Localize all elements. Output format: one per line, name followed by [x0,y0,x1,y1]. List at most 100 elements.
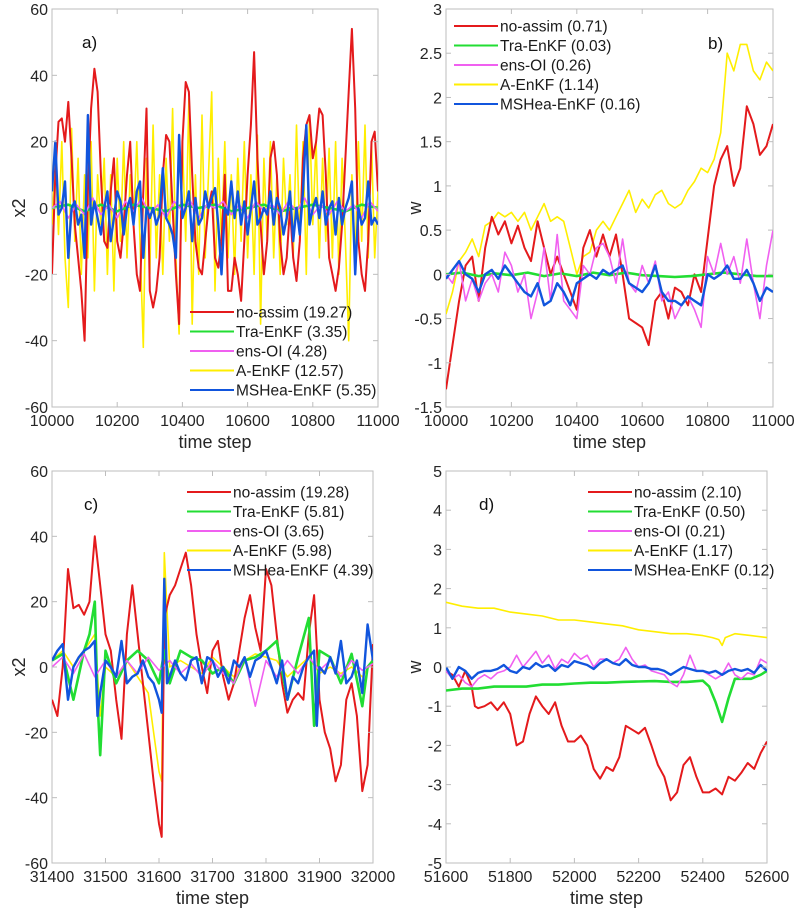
series-line-a-enkf [52,91,378,349]
x-axis-label: time step [570,888,643,908]
y-tick-label: -20 [25,267,48,284]
series-line-no-assim [446,669,767,802]
y-tick-label: 40 [30,529,48,546]
y-tick-label: -1 [428,699,442,716]
x-axis-label: time step [176,888,249,908]
panel-b: 10000 10200 10400 10600 10800 11000 -1.5 -1 -0.5… [405,2,795,452]
legend-label-ens-oi: ens-OI (0.21) [634,524,725,541]
x-tick-label: 10600 [620,413,665,430]
x-tick-label: 32000 [351,869,396,886]
x-tick-label: 31700 [190,869,235,886]
series-line-tra-enkf [446,669,767,724]
y-tick-label: -60 [25,400,48,417]
legend-label-a-enkf: A-EnKF (12.57) [236,363,344,380]
panel-tag: b) [708,34,723,53]
x-tick-label: 10400 [555,413,600,430]
panel-tag: c) [84,495,98,514]
panel-tag: a) [82,33,97,52]
panel-a: 10000 10200 10400 10600 10800 11000 -60 -40 -20 0… [9,2,400,452]
y-tick-label: 2 [433,90,442,107]
legend: no-assim (2.10) Tra-EnKF (0.50) ens-OI (0.… [588,485,774,580]
y-tick-label: -1.5 [414,400,442,417]
legend-label-a-enkf: A-EnKF (1.14) [500,77,599,94]
legend-label-tra-enkf: Tra-EnKF (5.81) [233,504,344,521]
y-tick-label: 2.5 [420,46,442,63]
series-line-a-enkf [446,601,767,647]
legend-label-ens-oi: ens-OI (0.26) [500,58,591,75]
x-tick-label: 10200 [489,413,534,430]
legend-label-mshea-enkf: MSHea-EnKF (0.12) [634,563,774,580]
x-tick-label: 10200 [95,413,140,430]
y-tick-label: 60 [30,2,48,19]
y-tick-label: 20 [30,595,48,612]
legend: no-assim (19.28) Tra-EnKF (5.81) ens-OI (3… [187,485,373,580]
y-tick-label: 0 [39,201,48,218]
legend: no-assim (19.27) Tra-EnKF (3.35) ens-OI (4… [190,305,376,400]
series-group [52,535,373,838]
panel-d: 51600 51800 52000 52200 52400 52600 -5 -4 -3 -2 -1… [405,464,790,908]
series-line-no-assim [52,27,378,342]
y-tick-label: -1 [428,356,442,373]
y-axis-label: x2 [9,657,29,676]
x-tick-label: 52600 [745,869,790,886]
panel-c: 31400 31500 31600 31700 31800 31900 32000 -60 -4… [9,464,396,908]
legend-label-a-enkf: A-EnKF (1.17) [634,543,733,560]
y-tick-label: -5 [428,856,442,873]
y-tick-label: 3 [433,542,442,559]
y-tick-label: 20 [30,135,48,152]
x-axis-label: time step [178,432,251,452]
x-tick-label: 51600 [424,869,469,886]
legend-label-ens-oi: ens-OI (4.28) [236,344,327,361]
x-tick-label: 52200 [616,869,661,886]
x-tick-label: 10400 [160,413,205,430]
x-tick-label: 10000 [30,413,75,430]
series-group [446,43,773,390]
y-tick-label: 0 [433,267,442,284]
y-tick-label: -2 [428,738,442,755]
series-line-mshea-enkf [52,577,373,727]
x-tick-label: 31500 [83,869,128,886]
y-tick-label: 60 [30,464,48,481]
y-tick-label: 0 [39,660,48,677]
legend-label-no-assim: no-assim (19.27) [236,305,352,322]
legend-label-no-assim: no-assim (2.10) [634,485,742,502]
x-tick-label: 10600 [225,413,270,430]
y-tick-label: 1.5 [420,135,442,152]
x-axis-label: time step [573,432,646,452]
x-tick-label: 31900 [297,869,342,886]
legend-label-a-enkf: A-EnKF (5.98) [233,543,332,560]
x-tick-label: 10800 [291,413,336,430]
series-line-mshea-enkf [446,259,773,307]
y-tick-label: 1 [433,179,442,196]
x-tick-label: 52400 [681,869,726,886]
legend-label-mshea-enkf: MSHea-EnKF (4.39) [233,563,373,580]
y-tick-label: 1 [433,621,442,638]
y-axis-label: x2 [9,198,29,217]
panel-tag: d) [479,495,494,514]
legend-label-tra-enkf: Tra-EnKF (3.35) [236,324,347,341]
series-line-ens-oi [446,229,773,329]
x-tick-label: 11000 [751,413,794,430]
y-tick-label: -40 [25,334,48,351]
y-axis-label: w [405,201,425,216]
plot-area-frame [445,8,774,408]
legend-label-mshea-enkf: MSHea-EnKF (0.16) [500,97,640,114]
series-line-mshea-enkf [52,113,378,276]
y-tick-label: -20 [25,725,48,742]
y-tick-label: -0.5 [414,312,442,329]
x-tick-label: 10000 [424,413,469,430]
legend: no-assim (0.71) Tra-EnKF (0.03) ens-OI (0.… [454,19,640,114]
x-tick-label: 31800 [244,869,289,886]
legend-label-tra-enkf: Tra-EnKF (0.50) [634,504,745,521]
series-group [446,601,767,802]
legend-label-no-assim: no-assim (0.71) [500,19,608,36]
y-tick-label: 5 [433,464,442,481]
x-tick-label: 31600 [137,869,182,886]
series-line-a-enkf [446,43,773,315]
x-tick-label: 51800 [488,869,533,886]
series-group [52,27,378,349]
x-tick-label: 31400 [30,869,75,886]
x-tick-label: 11000 [356,413,399,430]
x-tick-label: 52000 [552,869,597,886]
